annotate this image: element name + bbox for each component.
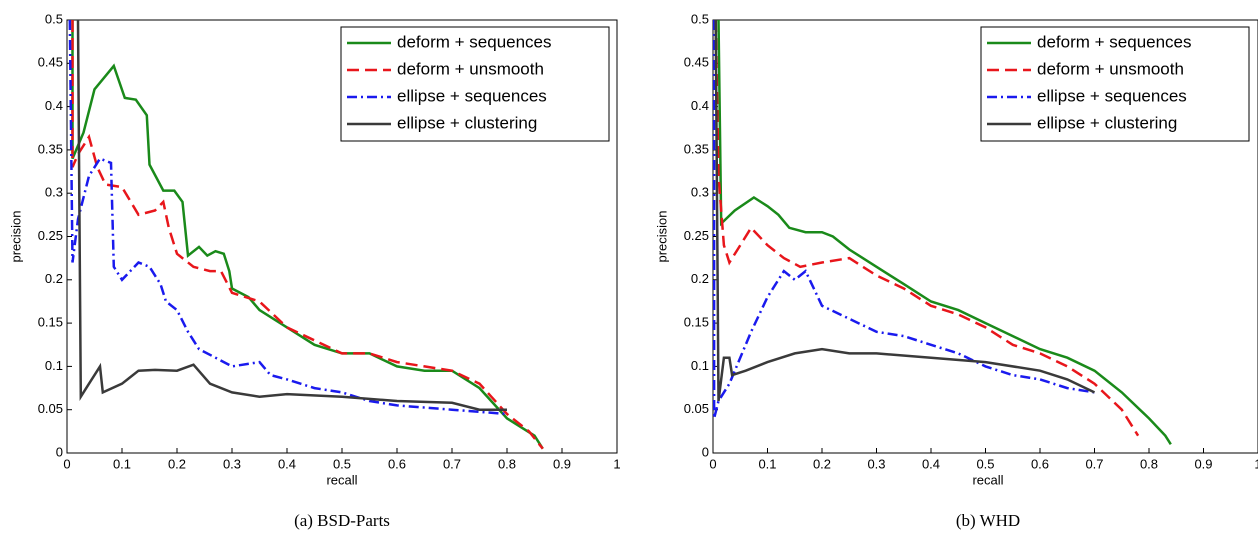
x-tick-label: 0.1 bbox=[758, 456, 776, 471]
x-tick-label: 0.3 bbox=[867, 456, 885, 471]
x-tick-label: 0.5 bbox=[333, 456, 351, 471]
caption: (b) WHD bbox=[956, 511, 1020, 530]
y-tick-label: 0.4 bbox=[45, 98, 63, 113]
legend-label: deform + sequences bbox=[397, 32, 552, 51]
x-tick-label: 1 bbox=[1254, 456, 1258, 471]
x-axis-label: recall bbox=[972, 472, 1003, 487]
caption: (a) BSD-Parts bbox=[294, 511, 390, 530]
y-tick-label: 0.45 bbox=[38, 55, 63, 70]
x-tick-label: 0.6 bbox=[388, 456, 406, 471]
legend-label: deform + unsmooth bbox=[1037, 59, 1184, 78]
series-line bbox=[71, 20, 544, 450]
chart: 0 0.1 0.2 0.3 0.4 0.5 0.6 0.7 0.8 0.9 1 0 0.05 0.1 0.1… bbox=[8, 11, 620, 529]
legend-box bbox=[980, 26, 1250, 142]
legend-label: deform + unsmooth bbox=[397, 59, 544, 78]
y-tick-label: 0.25 bbox=[38, 228, 63, 243]
y-tick-label: 0.1 bbox=[691, 358, 709, 373]
y-tick-label: 0.15 bbox=[684, 315, 709, 330]
series-line bbox=[714, 20, 1140, 437]
y-tick-label: 0 bbox=[702, 444, 709, 459]
x-tick-label: 0.4 bbox=[278, 456, 296, 471]
x-tick-label: 0.2 bbox=[813, 456, 831, 471]
y-tick-label: 0.1 bbox=[45, 358, 63, 373]
y-tick-label: 0.35 bbox=[38, 141, 63, 156]
y-tick-label: 0.5 bbox=[45, 11, 63, 26]
x-tick-label: 1 bbox=[613, 456, 620, 471]
legend-label: ellipse + sequences bbox=[1037, 86, 1187, 105]
x-tick-label: 0.3 bbox=[223, 456, 241, 471]
x-tick-label: 0.7 bbox=[443, 456, 461, 471]
x-tick-label: 0 bbox=[63, 456, 70, 471]
series-line bbox=[717, 20, 1172, 445]
x-tick-label: 0.1 bbox=[113, 456, 131, 471]
x-tick-label: 0.6 bbox=[1031, 456, 1049, 471]
y-tick-label: 0 bbox=[56, 444, 63, 459]
y-tick-label: 0.45 bbox=[684, 55, 709, 70]
x-axis-label: recall bbox=[326, 472, 357, 487]
x-tick-label: 0.9 bbox=[553, 456, 571, 471]
x-tick-label: 0.2 bbox=[168, 456, 186, 471]
legend-label: ellipse + sequences bbox=[397, 86, 547, 105]
series-line bbox=[68, 20, 508, 416]
y-axis-label: precision bbox=[8, 210, 23, 262]
y-tick-label: 0.05 bbox=[684, 401, 709, 416]
y-tick-label: 0.15 bbox=[38, 315, 63, 330]
legend-label: deform + sequences bbox=[1037, 32, 1192, 51]
legend-label: ellipse + clustering bbox=[397, 113, 537, 132]
legend-label: ellipse + clustering bbox=[1037, 113, 1177, 132]
y-tick-label: 0.3 bbox=[691, 185, 709, 200]
y-tick-label: 0.2 bbox=[691, 271, 709, 286]
y-axis-label: precision bbox=[654, 210, 669, 262]
y-tick-label: 0.35 bbox=[684, 141, 709, 156]
y-tick-label: 0.4 bbox=[691, 98, 709, 113]
x-tick-label: 0.9 bbox=[1194, 456, 1212, 471]
series-line bbox=[714, 20, 1096, 402]
series-line bbox=[71, 20, 544, 450]
x-tick-label: 0 bbox=[709, 456, 716, 471]
y-tick-label: 0.05 bbox=[38, 401, 63, 416]
x-tick-label: 0.5 bbox=[976, 456, 994, 471]
x-tick-label: 0.7 bbox=[1085, 456, 1103, 471]
x-tick-label: 0.8 bbox=[498, 456, 516, 471]
y-tick-label: 0.5 bbox=[691, 11, 709, 26]
x-tick-label: 0.8 bbox=[1140, 456, 1158, 471]
y-tick-label: 0.25 bbox=[684, 228, 709, 243]
y-tick-label: 0.3 bbox=[45, 185, 63, 200]
chart: 0 0.1 0.2 0.3 0.4 0.5 0.6 0.7 0.8 0.9 1 0 0.05 0.1 0.1… bbox=[654, 11, 1258, 530]
legend-box bbox=[340, 26, 610, 142]
series-line bbox=[76, 20, 507, 411]
y-tick-label: 0.2 bbox=[45, 271, 63, 286]
x-tick-label: 0.4 bbox=[922, 456, 940, 471]
